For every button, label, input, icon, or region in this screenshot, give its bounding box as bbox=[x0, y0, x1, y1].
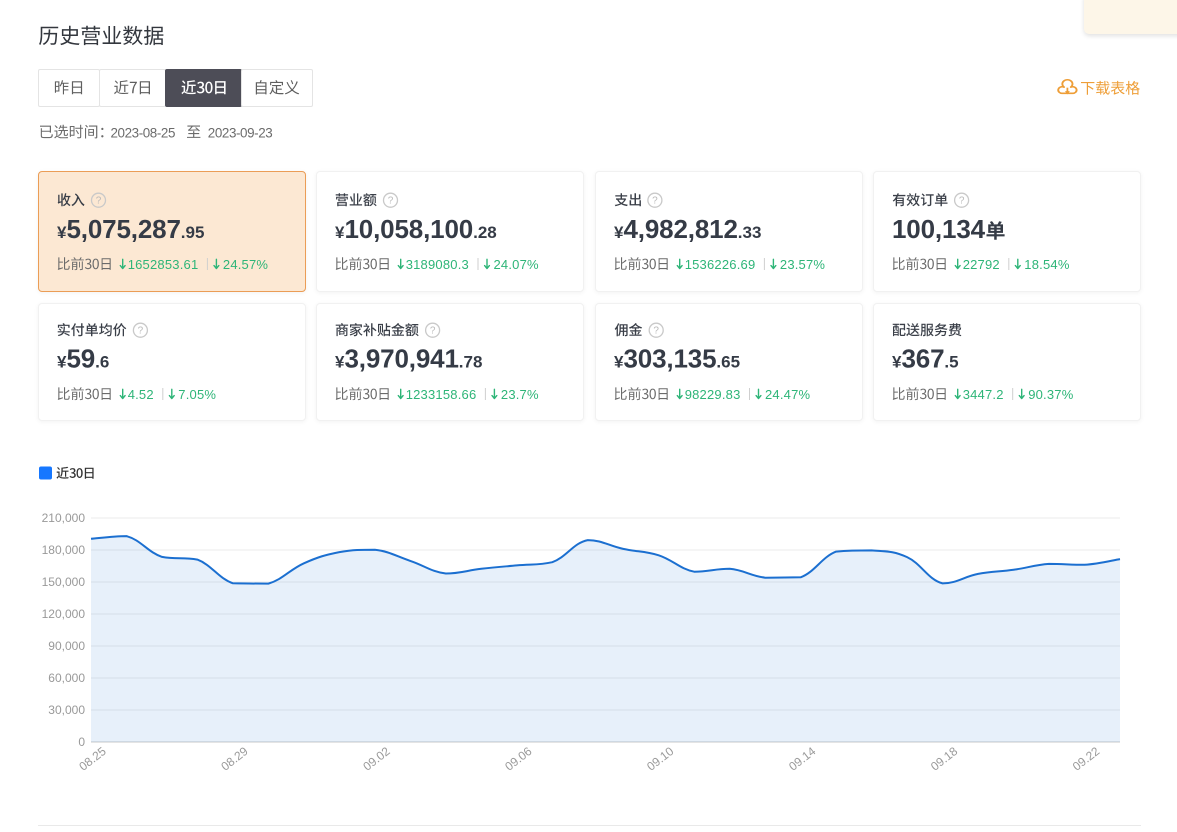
svg-text:1652853.61: 1652853.61 bbox=[128, 257, 199, 272]
svg-text:?: ? bbox=[138, 326, 144, 337]
svg-text:3189080.3: 3189080.3 bbox=[406, 257, 469, 272]
svg-text:7.05%: 7.05% bbox=[178, 387, 216, 402]
svg-text:23.57%: 23.57% bbox=[780, 257, 826, 272]
svg-text:1536226.69: 1536226.69 bbox=[685, 257, 756, 272]
svg-text:2023-08-25: 2023-08-25 bbox=[111, 126, 176, 141]
svg-text:09.02: 09.02 bbox=[360, 744, 393, 774]
svg-text:¥10,058,100.28: ¥10,058,100.28 bbox=[335, 214, 497, 244]
svg-text:0: 0 bbox=[78, 735, 85, 749]
svg-text:?: ? bbox=[652, 196, 658, 207]
svg-text:?: ? bbox=[653, 326, 659, 337]
svg-text:¥303,135.65: ¥303,135.65 bbox=[614, 344, 740, 374]
svg-text:09.18: 09.18 bbox=[928, 744, 961, 774]
svg-text:90.37%: 90.37% bbox=[1028, 387, 1074, 402]
svg-text:08.29: 08.29 bbox=[218, 744, 251, 774]
svg-text:09.22: 09.22 bbox=[1070, 744, 1103, 774]
svg-text:24.47%: 24.47% bbox=[765, 387, 811, 402]
svg-text:¥4,982,812.33: ¥4,982,812.33 bbox=[614, 214, 761, 244]
svg-text:120,000: 120,000 bbox=[42, 607, 86, 621]
svg-text:24.57%: 24.57% bbox=[223, 257, 269, 272]
svg-text:90,000: 90,000 bbox=[48, 639, 85, 653]
svg-text:¥59.6: ¥59.6 bbox=[57, 344, 109, 374]
svg-text:¥3,970,941.78: ¥3,970,941.78 bbox=[335, 344, 482, 374]
svg-text:?: ? bbox=[388, 196, 394, 207]
svg-text:100,134: 100,134 bbox=[892, 214, 986, 244]
svg-text:2023-09-23: 2023-09-23 bbox=[208, 126, 272, 141]
svg-text:30,000: 30,000 bbox=[48, 703, 85, 717]
svg-text:24.07%: 24.07% bbox=[494, 257, 540, 272]
svg-text:3447.2: 3447.2 bbox=[963, 387, 1004, 402]
svg-text:18.54%: 18.54% bbox=[1024, 257, 1070, 272]
svg-text:09.14: 09.14 bbox=[786, 744, 819, 774]
svg-text:09.10: 09.10 bbox=[644, 744, 677, 774]
svg-text:22792: 22792 bbox=[963, 257, 1000, 272]
svg-text:180,000: 180,000 bbox=[42, 543, 86, 557]
svg-text:?: ? bbox=[959, 196, 965, 207]
svg-text:150,000: 150,000 bbox=[42, 575, 86, 589]
svg-text:210,000: 210,000 bbox=[42, 511, 86, 525]
svg-text:1233158.66: 1233158.66 bbox=[406, 387, 477, 402]
svg-text:¥5,075,287.95: ¥5,075,287.95 bbox=[57, 214, 204, 244]
svg-text:?: ? bbox=[430, 326, 436, 337]
svg-text:23.7%: 23.7% bbox=[501, 387, 539, 402]
svg-text:98229.83: 98229.83 bbox=[685, 387, 741, 402]
svg-text:?: ? bbox=[96, 196, 102, 207]
svg-text:09.06: 09.06 bbox=[502, 744, 535, 774]
svg-text:60,000: 60,000 bbox=[48, 671, 85, 685]
svg-text:¥367.5: ¥367.5 bbox=[892, 344, 959, 374]
svg-text:4.52: 4.52 bbox=[128, 387, 154, 402]
